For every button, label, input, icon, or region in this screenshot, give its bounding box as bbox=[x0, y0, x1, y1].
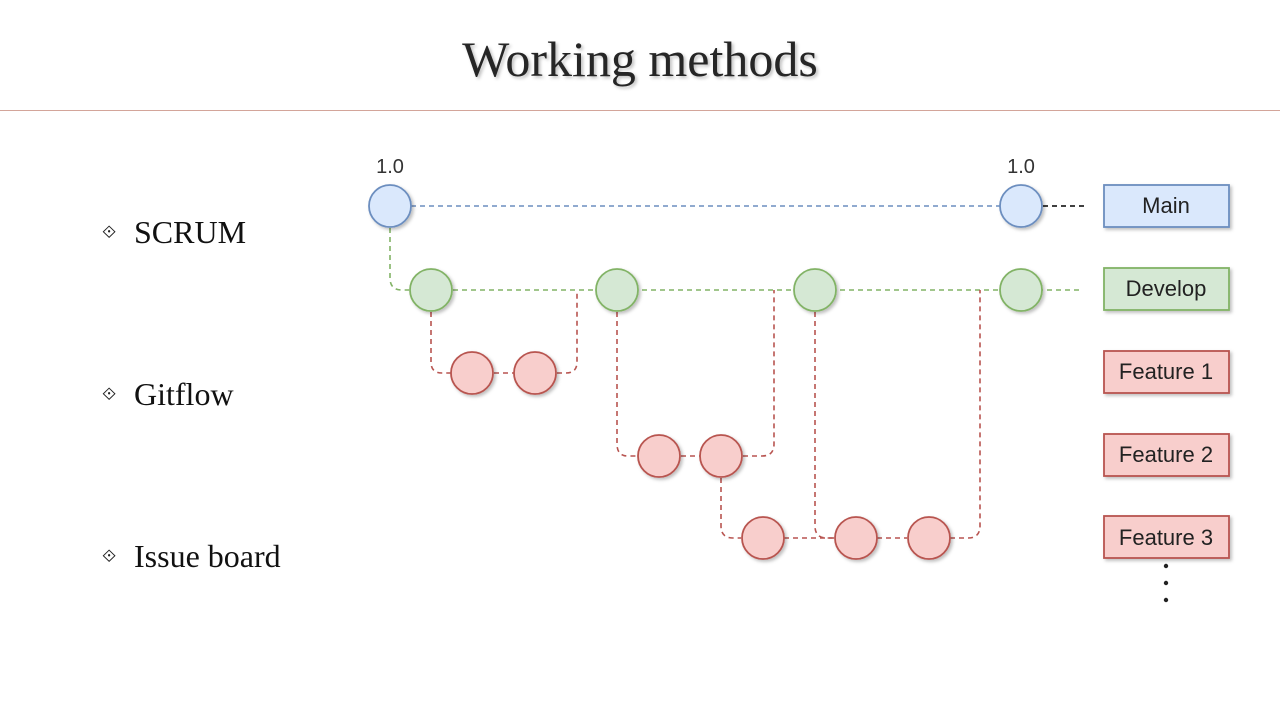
feature1-branch-label: Feature 1 bbox=[1119, 359, 1213, 384]
develop-commit-node bbox=[999, 268, 1043, 312]
feature3-commit-node bbox=[907, 516, 951, 560]
bullet-text: Gitflow bbox=[134, 376, 234, 412]
main-tag-label: 1.0 bbox=[1007, 156, 1035, 178]
feature1-merge-connector bbox=[557, 290, 578, 374]
feature3-merge-connector bbox=[950, 290, 981, 539]
bullet-item-scrum: ⟐ SCRUM bbox=[102, 214, 246, 251]
diamond-bullet-icon: ⟐ bbox=[102, 384, 117, 405]
develop-to-feature3-connector bbox=[814, 312, 835, 539]
main-branch-label: Main bbox=[1142, 193, 1190, 218]
feature2-commit-node bbox=[637, 434, 681, 478]
main-tag-label: 1.0 bbox=[376, 156, 404, 178]
feature2-branch-box bbox=[1103, 433, 1230, 477]
main-branch-box bbox=[1103, 184, 1230, 228]
bullet-item-issue-board: ⟐ Issue board bbox=[102, 538, 281, 575]
main-commit-node bbox=[368, 184, 412, 228]
develop-branch-label: Develop bbox=[1126, 276, 1207, 301]
bullet-item-gitflow: ⟐ Gitflow bbox=[102, 376, 234, 413]
develop-commit-node bbox=[793, 268, 837, 312]
feature3-branch-box bbox=[1103, 515, 1230, 559]
feature3-branch-label: Feature 3 bbox=[1119, 525, 1213, 550]
feature1-branch-box bbox=[1103, 350, 1230, 394]
feature3-commit-node bbox=[834, 516, 878, 560]
feature2-branch-connector bbox=[616, 312, 638, 457]
slide-title: Working methods bbox=[462, 31, 818, 87]
feature2-merge-connector bbox=[743, 290, 775, 457]
diamond-bullet-icon: ⟐ bbox=[102, 222, 117, 243]
feature3-branch-connector bbox=[720, 478, 741, 539]
more-branches-ellipsis-icon bbox=[1163, 563, 1169, 603]
bullet-text: Issue board bbox=[134, 538, 281, 574]
feature2-branch-label: Feature 2 bbox=[1119, 442, 1213, 467]
feature1-commit-node bbox=[513, 351, 557, 395]
develop-commit-node bbox=[409, 268, 453, 312]
feature1-commit-node bbox=[450, 351, 494, 395]
main-commit-node bbox=[999, 184, 1043, 228]
feature1-branch-connector bbox=[430, 312, 451, 374]
develop-commit-node bbox=[595, 268, 639, 312]
feature2-commit-node bbox=[699, 434, 743, 478]
feature3-commit-node bbox=[741, 516, 785, 560]
bullet-text: SCRUM bbox=[134, 214, 247, 250]
diamond-bullet-icon: ⟐ bbox=[102, 546, 117, 567]
main-to-develop-connector bbox=[389, 228, 409, 291]
develop-branch-box bbox=[1103, 267, 1230, 311]
title-divider bbox=[0, 110, 1280, 111]
